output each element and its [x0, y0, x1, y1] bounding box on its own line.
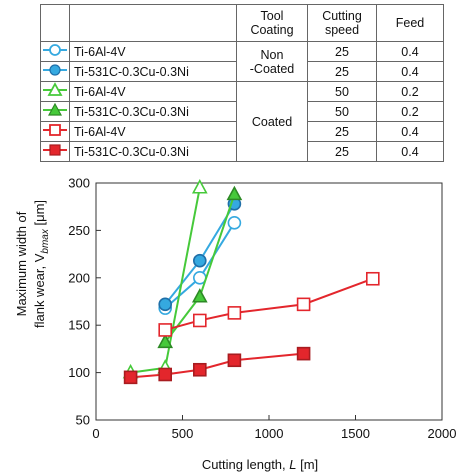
legend-coating-coated: Coated: [236, 81, 308, 162]
legend-row: Ti-6Al-4V Coated 50 0.2: [40, 81, 444, 162]
data-point: [193, 313, 207, 328]
header-feed: Feed: [376, 4, 444, 42]
y-tick-label: 250: [68, 223, 90, 238]
legend-row: Ti-531C-0.3Cu-0.3Ni 25 0.4: [40, 61, 444, 82]
header-text: Tool: [260, 9, 284, 23]
y-axis-label-line2: flank wear, Vbmax [μm]: [32, 200, 51, 328]
legend-marker-circle-filled-icon: [43, 64, 67, 76]
y-tick-label: 300: [68, 176, 90, 191]
data-point: [157, 333, 174, 349]
header-tool-coating: Tool Coating: [236, 4, 308, 42]
legend-feed: 0.4: [376, 61, 444, 82]
data-point: [193, 362, 207, 377]
legend-series-name: Ti-531C-0.3Cu-0.3Ni: [69, 141, 237, 162]
legend-coating-noncoated: Non -Coated: [236, 41, 308, 82]
series-line: [130, 352, 304, 379]
data-point: [227, 216, 242, 230]
data-point: [158, 367, 172, 382]
x-tick-label: 500: [172, 426, 194, 441]
data-point: [296, 346, 311, 361]
y-tick-label: 200: [68, 270, 90, 285]
data-point: [158, 297, 172, 312]
legend-series-name: Ti-6Al-4V: [69, 121, 237, 142]
header-blank-cell: [40, 4, 70, 42]
legend-speed: 50: [307, 81, 377, 102]
legend-marker-square-open-icon: [43, 124, 67, 136]
axis-ticks: 0 500 1000 1500 2000 50 100 150 200 250 300: [68, 176, 456, 442]
plot-border: [95, 182, 443, 421]
x-axis-label: Cutting length, L [m]: [202, 457, 318, 472]
legend-feed: 0.2: [376, 101, 444, 122]
legend-speed: 25: [307, 141, 377, 162]
header-cutting-speed: Cutting speed: [307, 4, 377, 42]
legend-row: Ti-6Al-4V 25 0.4: [40, 121, 444, 142]
legend-marker-triangle-open-icon: [43, 82, 67, 96]
data-point: [158, 323, 172, 337]
data-point: [296, 297, 311, 312]
header-text: speed: [324, 23, 360, 37]
x-tick-label: 2000: [428, 426, 457, 441]
legend-marker-triangle-filled-icon: [43, 102, 67, 116]
legend-marker-circle-open-icon: [43, 44, 67, 56]
x-tick-label: 1000: [255, 426, 284, 441]
y-axis-label-line1: Maximum width of: [14, 211, 29, 316]
x-tick-label: 0: [92, 426, 99, 441]
y-tick-label: 100: [68, 365, 90, 380]
header-text: Feed: [395, 16, 425, 30]
x-tick-label: 1500: [341, 426, 370, 441]
legend-marker-cell: [40, 81, 70, 102]
y-tick-label: 150: [68, 318, 90, 333]
data-point: [193, 253, 207, 268]
data-point: [123, 370, 138, 385]
legend-feed: 0.4: [376, 141, 444, 162]
data-point: [227, 353, 242, 368]
legend-feed: 0.4: [376, 121, 444, 142]
coating-text: Coated: [251, 114, 293, 129]
legend-speed: 25: [307, 41, 377, 62]
plot-area: [95, 182, 443, 421]
legend-row: Ti-531C-0.3Cu-0.3Ni 50 0.2: [40, 101, 444, 122]
legend-feed: 0.2: [376, 81, 444, 102]
legend-table: Tool Coating Cutting speed Feed Ti-6Al-4…: [40, 4, 444, 162]
legend-row: Ti-531C-0.3Cu-0.3Ni 25 0.4: [40, 141, 444, 162]
series-layer: [122, 179, 380, 385]
header-text: Coating: [250, 23, 294, 37]
data-point: [226, 185, 243, 201]
coating-text: -Coated: [249, 61, 295, 76]
legend-marker-square-filled-icon: [43, 144, 67, 156]
data-point: [191, 288, 208, 303]
data-point: [191, 179, 208, 194]
data-point: [227, 306, 242, 320]
legend-series-name: Ti-531C-0.3Cu-0.3Ni: [69, 61, 237, 82]
coating-text: Non: [260, 47, 284, 62]
y-tick-label: 50: [76, 413, 90, 428]
data-point: [365, 271, 380, 286]
header-text: Cutting: [322, 9, 362, 23]
